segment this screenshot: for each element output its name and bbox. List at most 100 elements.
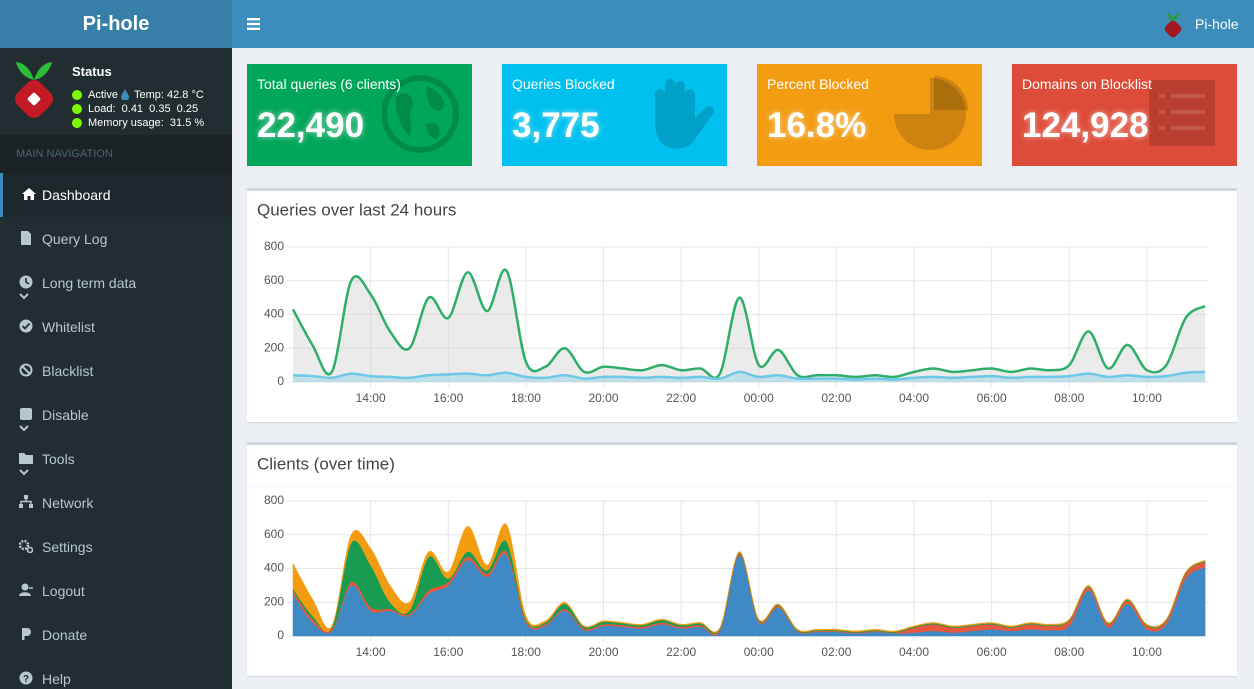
x-tick-label: 00:00 [744,391,774,405]
x-tick-label: 06:00 [977,645,1007,659]
stat-title: Total queries (6 clients) [257,76,401,92]
nav-item[interactable]: Query Log [0,217,232,261]
top-bar: Pi-hole [232,0,1254,48]
nav-item[interactable]: Whitelist [0,305,232,349]
chart: Clients (over time) 0 200 400 600 800 14:00 16:… [247,454,1237,659]
line-fill [293,269,1206,382]
x-tick-label: 14:00 [356,391,386,405]
nav-item[interactable]: Long term data [0,261,232,305]
x-tick-label: 20:00 [588,391,618,405]
stat-box: Domains on Blocklist 124,928 [1012,64,1237,166]
nav-item[interactable]: Donate [0,613,232,657]
nav-icon [19,539,33,553]
nav-icon [22,628,31,640]
status-dot [72,104,82,114]
status-dot [72,90,82,100]
svg-text:?: ? [23,674,29,685]
y-tick-label: 800 [264,493,284,507]
nav-icon [22,188,36,200]
stat-title: Domains on Blocklist [1022,76,1152,92]
brand[interactable]: Pi-hole [0,0,232,48]
chart-box: Queries over last 24 hours 0 200 400 600 800 1… [247,188,1237,422]
nav-item[interactable]: Disable [0,393,232,437]
stat-box: Total queries (6 clients) 22,490 [247,64,472,166]
status-memory: Memory usage: 31.5 % [88,117,205,129]
y-tick-label: 400 [264,561,284,575]
chart-title: Queries over last 24 hours [257,200,456,219]
chart: Queries over last 24 hours 0 200 400 600 800 1… [247,200,1237,405]
x-tick-label: 18:00 [511,391,541,405]
nav-icon [19,583,33,596]
nav-icon [21,231,31,245]
y-tick-label: 400 [264,307,284,321]
stat-value: 16.8% [767,106,867,145]
x-tick-label: 02:00 [821,391,851,405]
y-tick-label: 0 [277,628,284,642]
status-dot [72,118,82,128]
nav-icon [19,275,33,289]
nav-item[interactable]: ? Help [0,657,232,689]
stat-icon [1149,80,1215,146]
nav-label: Whitelist [42,319,95,335]
status-load: Load: 0.41 0.35 0.25 [88,103,199,115]
pihole-logo [15,62,53,118]
nav-label: Logout [42,583,85,599]
nav-item[interactable]: Network [0,481,232,525]
stat-title: Queries Blocked [512,76,615,92]
nav-item[interactable]: Settings [0,525,232,569]
line-fill [293,371,1206,382]
x-tick-label: 00:00 [744,645,774,659]
chart-box: Clients (over time) 0 200 400 600 800 14:00 16:… [247,442,1237,676]
nav-label: Dashboard [42,187,111,203]
stat-icon [382,75,459,153]
nav-icon: ? [19,671,33,685]
nav-header: MAIN NAVIGATION [0,135,232,173]
status-temp: Temp: 42.8 °C [134,89,204,101]
nav-item[interactable]: Tools [0,437,232,481]
x-tick-label: 16:00 [433,391,463,405]
y-tick-label: 800 [264,239,284,253]
x-tick-label: 04:00 [899,645,929,659]
user-logo [1164,13,1182,38]
nav-label: Disable [42,407,89,423]
line [292,370,1206,381]
user-name[interactable]: Pi-hole [1195,16,1239,32]
y-tick-label: 600 [264,527,284,541]
stat-value: 3,775 [512,106,600,145]
stat-icon [655,79,714,149]
stat-value: 22,490 [257,106,365,145]
x-tick-label: 18:00 [511,645,541,659]
nav-label: Help [42,671,71,687]
chart-title: Clients (over time) [257,454,395,473]
x-tick-label: 16:00 [433,645,463,659]
nav-icon [19,453,33,464]
nav-label: Settings [42,539,93,555]
menu-toggle[interactable] [247,17,261,31]
y-tick-label: 200 [264,340,284,354]
x-tick-label: 04:00 [899,391,929,405]
line [291,268,1206,380]
nav-item[interactable]: Dashboard [0,173,232,217]
status-active: Active [88,89,118,101]
temp-icon [121,89,129,100]
stat-title: Percent Blocked [767,76,869,92]
stat-value: 124,928 [1022,106,1149,145]
nav-icon [20,408,32,420]
nav-caret [19,293,29,300]
x-tick-label: 10:00 [1132,645,1162,659]
x-tick-label: 22:00 [666,391,696,405]
nav-label: Query Log [42,231,108,247]
nav-icon [19,495,33,508]
nav-caret [19,469,29,476]
nav-caret [19,425,29,432]
nav-label: Tools [42,451,75,467]
nav-item[interactable]: Logout [0,569,232,613]
x-tick-label: 08:00 [1054,645,1084,659]
nav-icon [19,319,33,333]
nav-item[interactable]: Blacklist [0,349,232,393]
nav-label: Long term data [42,275,137,291]
nav-label: Network [42,495,94,511]
x-tick-label: 10:00 [1132,391,1162,405]
nav-label: Blacklist [42,363,94,379]
